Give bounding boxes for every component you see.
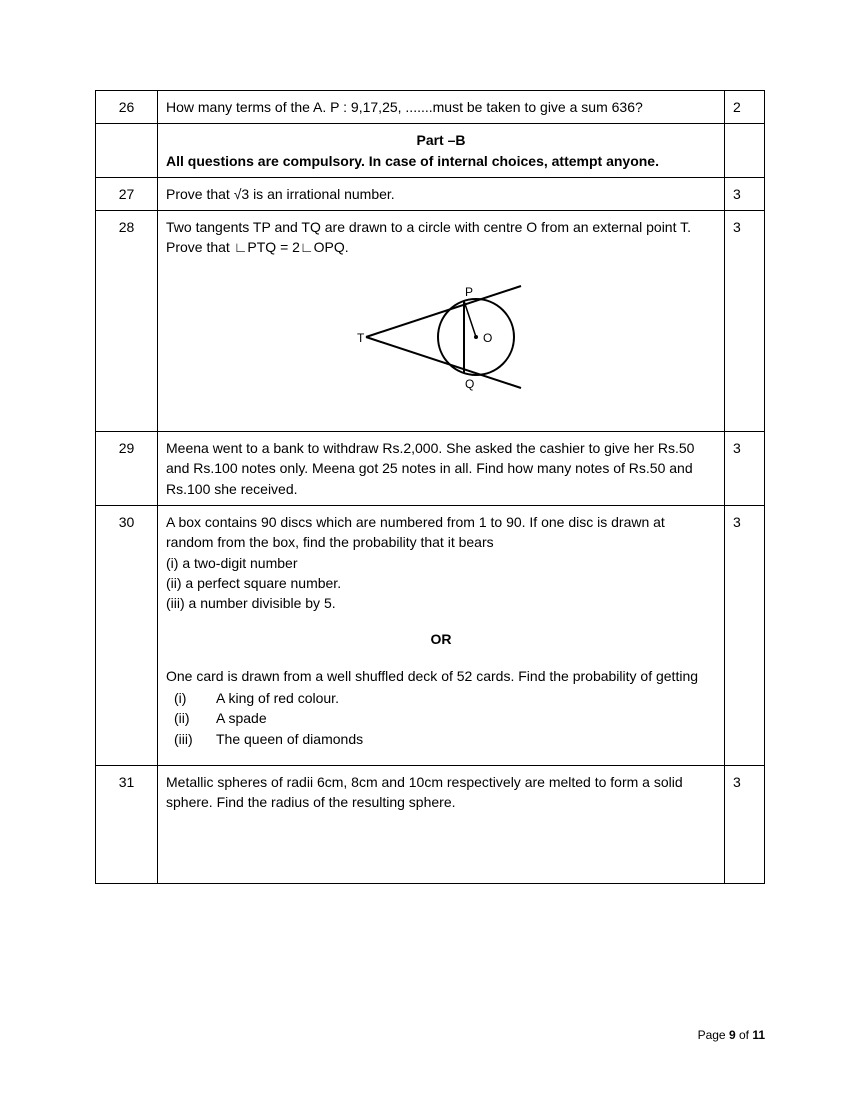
q-number: 26 xyxy=(96,91,158,124)
table-row: 26 How many terms of the A. P : 9,17,25,… xyxy=(96,91,765,124)
q-intro: A box contains 90 discs which are number… xyxy=(166,512,716,553)
part-b-instruction: All questions are compulsory. In case of… xyxy=(166,151,716,171)
question-table: 26 How many terms of the A. P : 9,17,25,… xyxy=(95,90,765,884)
label-q: Q xyxy=(465,377,474,391)
q-marks: 3 xyxy=(725,211,765,432)
table-row: Part –B All questions are compulsory. In… xyxy=(96,124,765,178)
q-marks: 3 xyxy=(725,432,765,506)
label-p: P xyxy=(465,285,473,299)
table-row: 27 Prove that √3 is an irrational number… xyxy=(96,177,765,210)
q-text: How many terms of the A. P : 9,17,25, ..… xyxy=(158,91,725,124)
tangent-diagram: P Q T O xyxy=(166,258,716,425)
tangent-svg: P Q T O xyxy=(331,272,551,402)
q-marks: 2 xyxy=(725,91,765,124)
table-row: 28 Two tangents TP and TQ are drawn to a… xyxy=(96,211,765,432)
empty-cell xyxy=(96,124,158,178)
q-body: Two tangents TP and TQ are drawn to a ci… xyxy=(158,211,725,432)
q-number: 28 xyxy=(96,211,158,432)
q-option: (ii) a perfect square number. xyxy=(166,573,716,593)
list-item: (iii)The queen of diamonds xyxy=(174,729,716,749)
footer-total: 11 xyxy=(752,1028,765,1042)
q-text: Two tangents TP and TQ are drawn to a ci… xyxy=(166,217,716,258)
q-number: 30 xyxy=(96,505,158,765)
part-b-cell: Part –B All questions are compulsory. In… xyxy=(158,124,725,178)
empty-cell xyxy=(725,124,765,178)
footer-page: 9 xyxy=(729,1028,736,1042)
list-item: (i)A king of red colour. xyxy=(174,688,716,708)
q-option: (i) a two-digit number xyxy=(166,553,716,573)
q-marks: 3 xyxy=(725,505,765,765)
q-marks: 3 xyxy=(725,177,765,210)
table-row: 31 Metallic spheres of radii 6cm, 8cm an… xyxy=(96,765,765,883)
label-t: T xyxy=(357,331,365,345)
q-text: Metallic spheres of radii 6cm, 8cm and 1… xyxy=(158,765,725,883)
footer-of: of xyxy=(736,1028,753,1042)
q-number: 31 xyxy=(96,765,158,883)
list-item: (ii)A spade xyxy=(174,708,716,728)
part-b-title: Part –B xyxy=(166,130,716,150)
q-text: Meena went to a bank to withdraw Rs.2,00… xyxy=(158,432,725,506)
q-number: 29 xyxy=(96,432,158,506)
q-option: (iii) a number divisible by 5. xyxy=(166,593,716,613)
table-row: 30 A box contains 90 discs which are num… xyxy=(96,505,765,765)
q-alt-intro: One card is drawn from a well shuffled d… xyxy=(166,666,716,686)
table-row: 29 Meena went to a bank to withdraw Rs.2… xyxy=(96,432,765,506)
q-text: Prove that √3 is an irrational number. xyxy=(158,177,725,210)
label-o: O xyxy=(483,331,492,345)
or-separator: OR xyxy=(166,613,716,665)
footer-prefix: Page xyxy=(698,1028,729,1042)
page-footer: Page 9 of 11 xyxy=(698,1028,765,1042)
alt-options-list: (i)A king of red colour. (ii)A spade (ii… xyxy=(166,688,716,749)
q-body: A box contains 90 discs which are number… xyxy=(158,505,725,765)
q-marks: 3 xyxy=(725,765,765,883)
q-number: 27 xyxy=(96,177,158,210)
